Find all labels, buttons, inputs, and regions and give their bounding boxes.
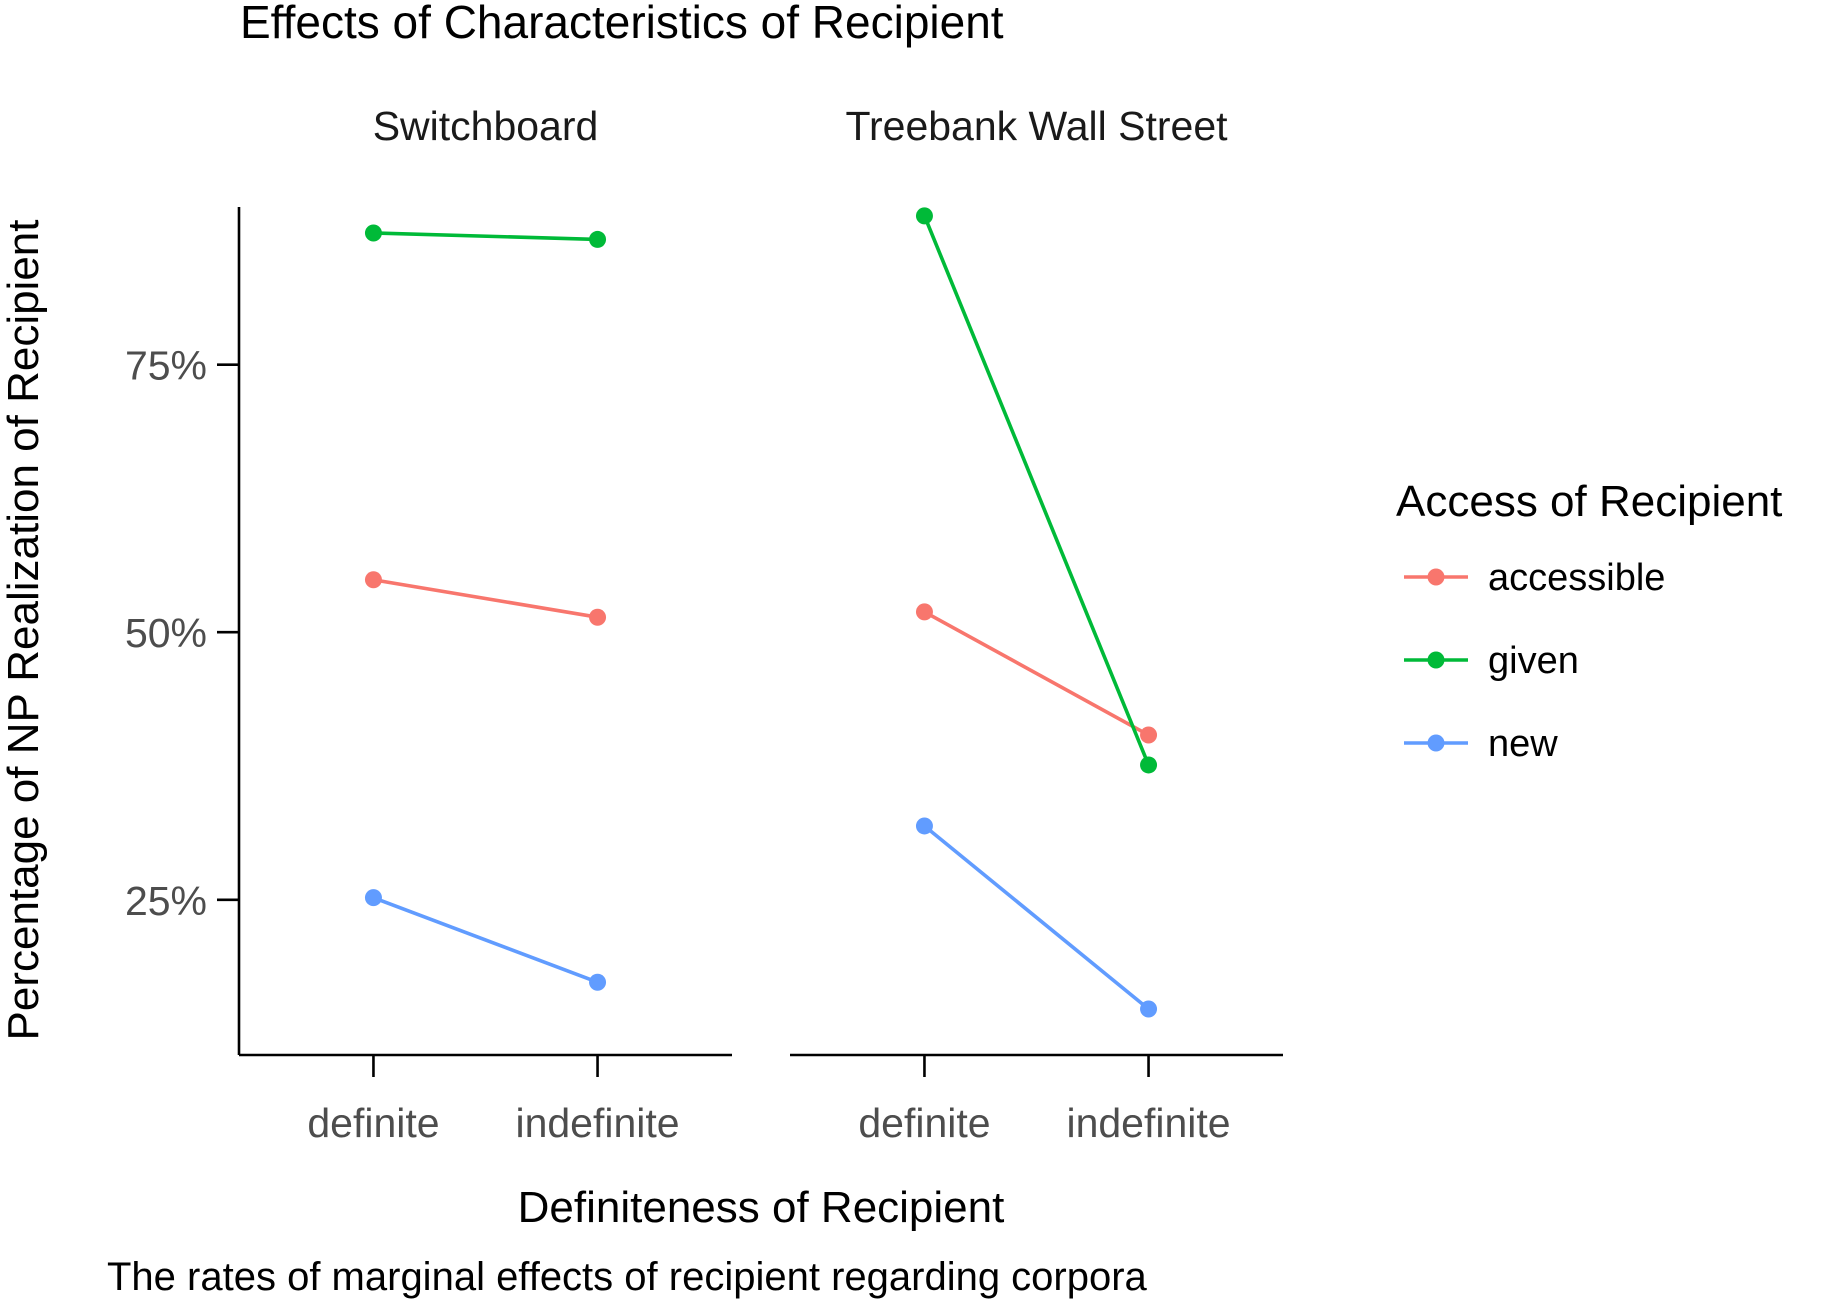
x-tick-label-switchboard-definite: definite — [307, 1100, 439, 1146]
legend-key-point-new — [1427, 734, 1445, 752]
series-line-switchboard-new — [372, 896, 599, 984]
point-treebank-wall-street-accessible-definite — [915, 603, 933, 621]
x-tick-label-treebank-wall-street-definite: definite — [858, 1100, 990, 1146]
point-switchboard-accessible-indefinite — [589, 608, 607, 626]
legend-item-given: given — [1404, 640, 1579, 682]
panels: Switchboard definite indefinite 25% 50% 75% Tr… — [125, 103, 1283, 1146]
point-treebank-wall-street-new-indefinite — [1140, 1000, 1158, 1018]
legend-item-accessible: accessible — [1404, 557, 1665, 599]
y-tick-label-50: 50% — [125, 610, 207, 656]
panel-treebank-wall-street: Treebank Wall Street definite indefinite — [790, 103, 1283, 1146]
series-line-switchboard-accessible — [373, 578, 598, 619]
chart-caption: The rates of marginal effects of recipie… — [107, 1255, 1148, 1299]
series-line-treebank-wall-street-given — [922, 215, 1151, 766]
legend-key-point-given — [1427, 651, 1445, 669]
series-line-treebank-wall-street-accessible — [923, 610, 1150, 737]
panel-switchboard: Switchboard definite indefinite 25% 50% 75% — [125, 103, 732, 1146]
series-line-switchboard-given — [373, 231, 598, 242]
x-tick-label-treebank-wall-street-indefinite: indefinite — [1066, 1100, 1230, 1146]
legend-title: Access of Recipient — [1396, 477, 1782, 526]
point-switchboard-given-indefinite — [589, 230, 607, 248]
panel-title-switchboard: Switchboard — [373, 103, 599, 149]
point-switchboard-new-indefinite — [589, 973, 607, 991]
legend: Access of Recipient accessible given new — [1396, 477, 1782, 765]
point-switchboard-accessible-definite — [364, 571, 382, 589]
y-axis-title: Percentage of NP Realization of Recipien… — [0, 219, 48, 1040]
x-tick-label-switchboard-indefinite: indefinite — [515, 1100, 679, 1146]
series-line-treebank-wall-street-new — [923, 824, 1150, 1011]
chart-title: Effects of Characteristics of Recipient — [240, 0, 1004, 48]
legend-label-accessible: accessible — [1488, 557, 1665, 599]
y-axis-title-group: Percentage of NP Realization of Recipien… — [0, 219, 48, 1040]
point-treebank-wall-street-accessible-indefinite — [1140, 726, 1158, 744]
legend-label-given: given — [1488, 640, 1579, 682]
point-treebank-wall-street-given-definite — [915, 207, 933, 225]
legend-key-point-accessible — [1427, 568, 1445, 586]
y-tick-label-25: 25% — [125, 878, 207, 924]
point-treebank-wall-street-given-indefinite — [1140, 756, 1158, 774]
x-axis-title: Definiteness of Recipient — [518, 1183, 1005, 1232]
legend-label-new: new — [1488, 723, 1558, 765]
point-switchboard-given-definite — [364, 224, 382, 242]
legend-items: accessible given new — [1404, 557, 1665, 765]
point-switchboard-new-definite — [364, 889, 382, 907]
panel-title-treebank-wall-street: Treebank Wall Street — [845, 103, 1228, 149]
legend-item-new: new — [1404, 723, 1558, 765]
y-tick-label-75: 75% — [125, 343, 207, 389]
point-treebank-wall-street-new-definite — [915, 817, 933, 835]
